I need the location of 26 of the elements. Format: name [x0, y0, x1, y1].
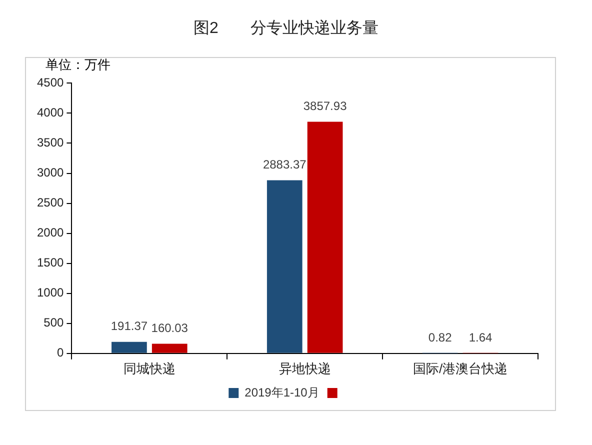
x-tick-label: 同城快递 [123, 360, 176, 376]
y-tick-label: 4500 [36, 76, 64, 90]
data-label: 160.03 [151, 321, 188, 336]
y-tick-label: 1500 [36, 256, 64, 270]
y-tick-label: 500 [44, 316, 64, 330]
data-label: 3857.93 [303, 99, 348, 114]
y-tick-label: 3000 [36, 166, 64, 180]
x-tick-label: 异地快递 [278, 360, 331, 376]
legend-label: 2019年1-10月 [244, 385, 320, 400]
data-label: 0.82 [428, 330, 452, 345]
y-tick-label: 0 [57, 346, 64, 360]
y-axis-title: 单位：万件 [46, 56, 111, 72]
x-tick-label: 国际/港澳台快递 [412, 360, 508, 376]
y-tick-label: 2500 [36, 196, 64, 210]
bar [266, 180, 302, 353]
bar [112, 342, 147, 353]
bar [307, 122, 343, 353]
data-label: 2883.37 [262, 158, 307, 172]
data-label: 1.64 [468, 330, 492, 345]
y-tick-label: 2000 [36, 226, 64, 240]
data-label: 191.37 [110, 319, 148, 334]
y-tick-label: 4000 [36, 106, 64, 120]
chart-title: 图2 分专业快递业务量 [194, 19, 378, 38]
y-tick-label: 3500 [36, 136, 64, 150]
bar [152, 344, 188, 353]
y-tick-label: 1000 [36, 286, 64, 300]
